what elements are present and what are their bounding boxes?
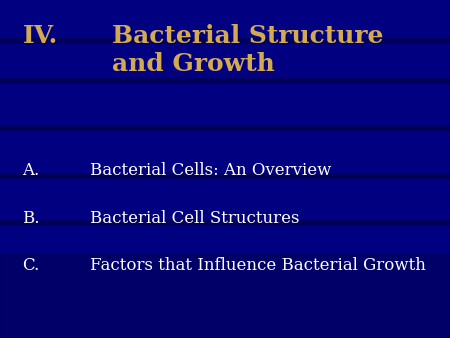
Text: Bacterial Cells: An Overview: Bacterial Cells: An Overview <box>90 162 331 179</box>
Text: B.: B. <box>22 210 40 226</box>
Text: Bacterial Cell Structures: Bacterial Cell Structures <box>90 210 300 226</box>
Text: Factors that Influence Bacterial Growth: Factors that Influence Bacterial Growth <box>90 257 426 274</box>
Text: IV.: IV. <box>22 24 58 48</box>
Text: A.: A. <box>22 162 40 179</box>
Text: C.: C. <box>22 257 40 274</box>
Text: Bacterial Structure
and Growth: Bacterial Structure and Growth <box>112 24 384 76</box>
